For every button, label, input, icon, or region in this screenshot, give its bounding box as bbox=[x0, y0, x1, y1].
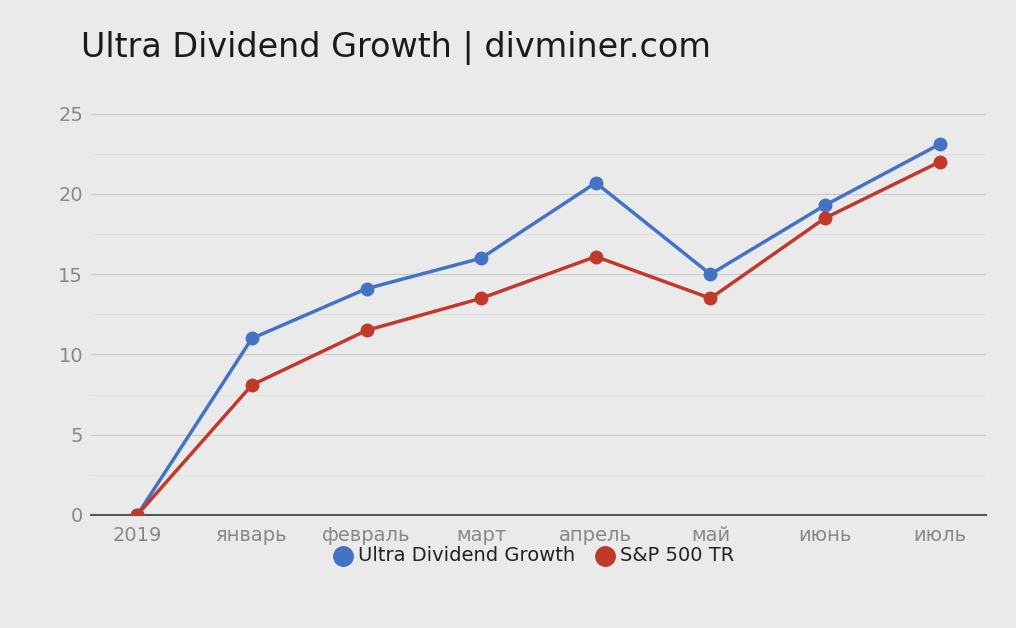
Ultra Dividend Growth bbox=[361, 285, 373, 293]
Ultra Dividend Growth bbox=[704, 271, 716, 278]
S&P 500 TR bbox=[589, 253, 601, 261]
S&P 500 TR bbox=[131, 511, 143, 519]
Ultra Dividend Growth bbox=[131, 511, 143, 519]
Ultra Dividend Growth bbox=[246, 335, 258, 342]
Ultra Dividend Growth bbox=[589, 179, 601, 187]
Text: Ultra Dividend Growth | divminer.com: Ultra Dividend Growth | divminer.com bbox=[81, 31, 711, 65]
S&P 500 TR bbox=[819, 214, 831, 222]
Ultra Dividend Growth bbox=[819, 202, 831, 209]
Ultra Dividend Growth bbox=[475, 254, 488, 262]
Line: Ultra Dividend Growth: Ultra Dividend Growth bbox=[131, 138, 946, 521]
Legend: Ultra Dividend Growth, S&P 500 TR: Ultra Dividend Growth, S&P 500 TR bbox=[335, 538, 742, 572]
S&P 500 TR bbox=[361, 327, 373, 334]
S&P 500 TR bbox=[475, 295, 488, 302]
S&P 500 TR bbox=[934, 158, 946, 166]
S&P 500 TR bbox=[704, 295, 716, 302]
S&P 500 TR bbox=[246, 381, 258, 389]
Line: S&P 500 TR: S&P 500 TR bbox=[131, 156, 946, 521]
Ultra Dividend Growth bbox=[934, 141, 946, 148]
